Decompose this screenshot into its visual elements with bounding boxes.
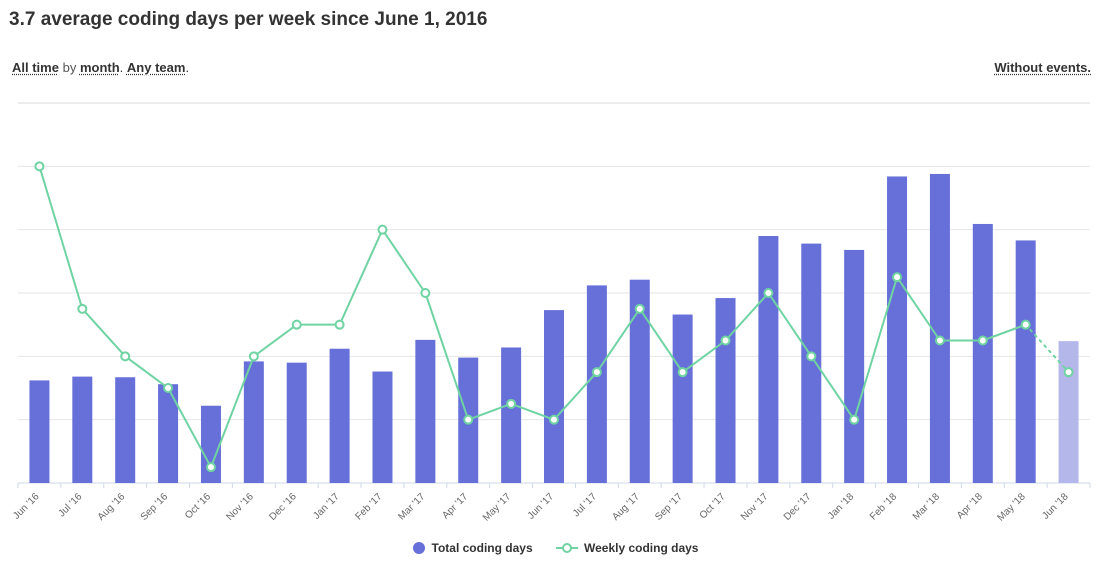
team-suffix: . [185, 60, 190, 75]
x-tick-label: Aug '16 [96, 491, 128, 523]
line-point-weekly-coding-days[interactable] [377, 224, 388, 235]
line-point-weekly-coding-days[interactable] [334, 319, 345, 330]
line-point-weekly-coding-days[interactable] [163, 383, 174, 393]
line-point-weekly-coding-days[interactable] [849, 414, 860, 425]
line-point-weekly-coding-days[interactable] [463, 414, 474, 425]
line-point-weekly-coding-days[interactable] [763, 288, 774, 298]
x-tick-label: Jun '17 [526, 491, 557, 522]
bar-total-coding-days[interactable] [372, 371, 393, 483]
bar-total-coding-days[interactable] [286, 362, 307, 483]
line-point-weekly-coding-days[interactable] [34, 161, 45, 172]
x-tick-label: Sep '17 [653, 491, 685, 523]
line-point-weekly-coding-days[interactable] [720, 335, 731, 346]
x-tick-label: Jul '16 [56, 491, 84, 519]
bar-total-coding-days[interactable] [115, 377, 136, 483]
x-tick-label: Jan '18 [826, 491, 857, 522]
bar-total-coding-days[interactable] [158, 384, 179, 483]
events-toggle[interactable]: Without events. [994, 60, 1091, 75]
x-tick-label: Mar '17 [396, 491, 427, 522]
bar-total-coding-days[interactable] [758, 236, 779, 483]
bar-total-coding-days[interactable] [629, 279, 650, 483]
line-point-weekly-coding-days[interactable] [977, 335, 988, 346]
x-tick-label: Sep '16 [139, 491, 171, 523]
line-point-weekly-coding-days[interactable] [77, 303, 88, 314]
page-title: 3.7 average coding days per week since J… [9, 9, 488, 30]
x-tick-label: Oct '17 [698, 491, 728, 521]
bar-total-coding-days[interactable] [672, 314, 693, 483]
x-tick-label: Apr '17 [440, 491, 470, 521]
line-point-weekly-coding-days[interactable] [291, 319, 302, 330]
chart-legend: Total coding days Weekly coding days [0, 541, 1111, 557]
bar-total-coding-days[interactable] [501, 347, 522, 483]
x-tick-label: Nov '17 [739, 491, 771, 523]
x-tick-label: Dec '17 [782, 491, 814, 523]
legend-label-total: Total coding days [431, 541, 533, 555]
bar-total-coding-days[interactable] [329, 348, 350, 483]
line-point-weekly-coding-days[interactable] [205, 462, 216, 473]
bar-total-coding-days[interactable] [200, 405, 221, 483]
line-point-weekly-coding-days[interactable] [248, 351, 259, 362]
line-point-weekly-coding-days[interactable] [806, 351, 817, 362]
x-tick-label: Nov '16 [224, 491, 256, 523]
bar-total-coding-days[interactable] [844, 249, 865, 483]
bar-total-coding-days[interactable] [29, 380, 50, 483]
line-point-weekly-coding-days[interactable] [120, 351, 131, 362]
team-filter[interactable]: Any team [126, 60, 186, 75]
x-tick-label: May '18 [995, 491, 1028, 524]
line-point-weekly-coding-days[interactable] [506, 398, 517, 409]
x-tick-label: Dec '16 [267, 491, 299, 523]
x-tick-label: Feb '17 [353, 491, 384, 522]
line-point-weekly-coding-days[interactable] [934, 335, 945, 346]
line-point-weekly-coding-days[interactable] [1063, 367, 1074, 378]
x-tick-label: Mar '18 [911, 491, 942, 522]
x-tick-label: Jul '17 [571, 491, 599, 519]
bar-total-coding-days[interactable] [544, 310, 564, 483]
bar-total-coding-days[interactable] [243, 361, 264, 483]
line-point-weekly-coding-days[interactable] [420, 288, 431, 298]
filter-bar: All time by month. Any team. [12, 60, 189, 75]
granularity-suffix: . [119, 60, 124, 75]
line-point-weekly-coding-days[interactable] [677, 367, 688, 378]
x-tick-label: Aug '17 [610, 491, 642, 523]
x-tick-label: Oct '16 [183, 491, 213, 521]
line-point-weekly-coding-days[interactable] [892, 272, 903, 283]
bar-total-coding-days[interactable] [415, 339, 436, 483]
x-tick-label: May '17 [481, 491, 514, 524]
x-tick-label: Apr '18 [955, 491, 985, 521]
x-tick-label: Feb '18 [868, 491, 899, 522]
legend-item-total[interactable]: Total coding days [412, 541, 533, 555]
line-point-weekly-coding-days[interactable] [549, 414, 559, 425]
weekly-coding-days-line [38, 166, 1027, 469]
x-tick-label: Jun '18 [1040, 491, 1071, 522]
bar-total-coding-days[interactable] [715, 298, 736, 483]
x-tick-label: Jun '16 [11, 491, 42, 522]
bar-total-coding-days[interactable] [929, 173, 950, 483]
legend-line-swatch [555, 543, 578, 553]
line-point-weekly-coding-days[interactable] [1020, 319, 1031, 330]
bar-total-coding-days[interactable] [1058, 341, 1079, 483]
line-point-weekly-coding-days[interactable] [591, 367, 602, 378]
bar-total-coding-days[interactable] [586, 285, 607, 483]
bar-total-coding-days[interactable] [801, 243, 822, 483]
bar-total-coding-days[interactable] [72, 376, 93, 483]
granularity-filter[interactable]: month [79, 60, 120, 75]
bar-total-coding-days[interactable] [887, 176, 908, 483]
by-label: by [62, 60, 77, 75]
legend-bar-swatch [412, 542, 425, 554]
bar-total-coding-days[interactable] [972, 223, 993, 483]
line-point-weekly-coding-days[interactable] [634, 303, 645, 314]
legend-label-weekly: Weekly coding days [583, 541, 699, 555]
bar-total-coding-days[interactable] [1015, 240, 1036, 483]
time-range-filter[interactable]: All time [12, 60, 59, 75]
legend-item-weekly[interactable]: Weekly coding days [555, 541, 699, 555]
x-tick-label: Jan '17 [311, 491, 342, 522]
